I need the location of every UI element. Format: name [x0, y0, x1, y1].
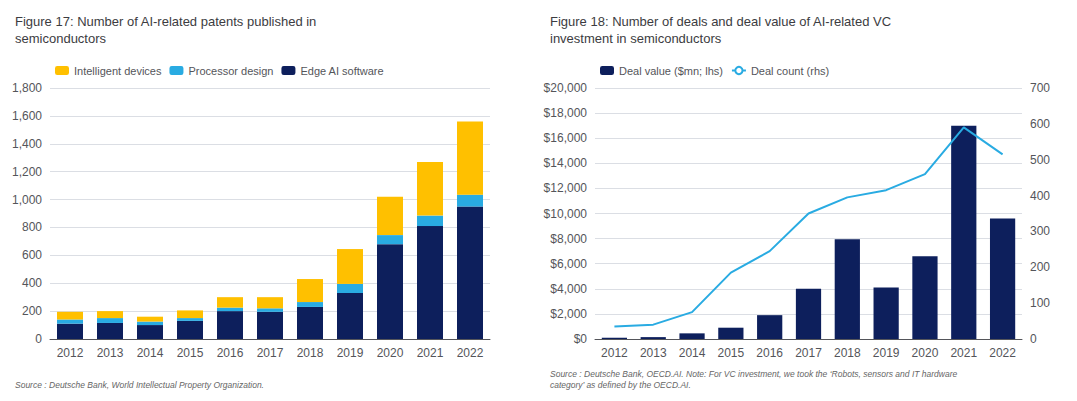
svg-text:2016: 2016 [756, 346, 783, 360]
svg-text:2017: 2017 [795, 346, 822, 360]
svg-text:Intelligent devices: Intelligent devices [74, 65, 162, 77]
svg-text:600: 600 [22, 248, 42, 262]
svg-text:investment in semiconductors: investment in semiconductors [550, 31, 722, 46]
svg-text:1,600: 1,600 [12, 109, 42, 123]
svg-text:2015: 2015 [177, 346, 204, 360]
svg-text:$18,000: $18,000 [544, 106, 588, 120]
svg-text:1,200: 1,200 [12, 165, 42, 179]
svg-text:2021: 2021 [950, 346, 977, 360]
svg-text:700: 700 [1030, 81, 1050, 95]
svg-text:category’ as defined by the OE: category’ as defined by the OECD.AI. [550, 380, 691, 390]
svg-text:2012: 2012 [601, 346, 628, 360]
svg-text:100: 100 [1030, 296, 1050, 310]
svg-text:2017: 2017 [257, 346, 284, 360]
svg-text:2013: 2013 [640, 346, 667, 360]
svg-text:$14,000: $14,000 [544, 156, 588, 170]
svg-text:2019: 2019 [337, 346, 364, 360]
svg-text:2019: 2019 [873, 346, 900, 360]
svg-text:2018: 2018 [297, 346, 324, 360]
svg-text:$8,000: $8,000 [550, 232, 587, 246]
svg-text:$12,000: $12,000 [544, 181, 588, 195]
svg-text:1,000: 1,000 [12, 193, 42, 207]
svg-text:2013: 2013 [97, 346, 124, 360]
svg-text:$6,000: $6,000 [550, 257, 587, 271]
svg-text:2020: 2020 [377, 346, 404, 360]
svg-text:$0: $0 [574, 332, 588, 346]
svg-text:400: 400 [22, 276, 42, 290]
svg-text:2021: 2021 [417, 346, 444, 360]
svg-text:Edge AI software: Edge AI software [300, 65, 383, 77]
svg-text:$20,000: $20,000 [544, 81, 588, 95]
svg-text:2012: 2012 [57, 346, 84, 360]
svg-text:2015: 2015 [718, 346, 745, 360]
svg-text:0: 0 [1030, 332, 1037, 346]
svg-text:0: 0 [35, 332, 42, 346]
svg-text:Deal value ($mn; lhs): Deal value ($mn; lhs) [619, 65, 723, 77]
svg-text:Processor design: Processor design [188, 65, 273, 77]
svg-text:Deal count (rhs): Deal count (rhs) [751, 65, 829, 77]
svg-text:semiconductors: semiconductors [15, 31, 107, 46]
svg-text:2018: 2018 [834, 346, 861, 360]
svg-text:500: 500 [1030, 153, 1050, 167]
svg-text:$2,000: $2,000 [550, 307, 587, 321]
svg-text:2022: 2022 [989, 346, 1016, 360]
svg-text:300: 300 [1030, 224, 1050, 238]
svg-text:2020: 2020 [912, 346, 939, 360]
svg-text:2022: 2022 [457, 346, 484, 360]
svg-text:Source : Deutsche Bank, World: Source : Deutsche Bank, World Intellectu… [15, 380, 264, 390]
svg-text:Figure 17: Number of AI-relate: Figure 17: Number of AI-related patents … [15, 14, 316, 29]
svg-text:600: 600 [1030, 117, 1050, 131]
svg-text:200: 200 [1030, 260, 1050, 274]
svg-text:1,800: 1,800 [12, 81, 42, 95]
svg-text:200: 200 [22, 304, 42, 318]
svg-text:400: 400 [1030, 189, 1050, 203]
svg-text:800: 800 [22, 220, 42, 234]
svg-text:1,400: 1,400 [12, 137, 42, 151]
svg-text:$10,000: $10,000 [544, 207, 588, 221]
svg-text:Source : Deutsche Bank, OECD.A: Source : Deutsche Bank, OECD.AI. Note: F… [550, 369, 958, 379]
svg-text:$16,000: $16,000 [544, 131, 588, 145]
svg-text:2014: 2014 [679, 346, 706, 360]
svg-text:Figure 18: Number of deals and: Figure 18: Number of deals and deal valu… [550, 14, 891, 29]
svg-text:2016: 2016 [217, 346, 244, 360]
svg-text:$4,000: $4,000 [550, 282, 587, 296]
svg-text:2014: 2014 [137, 346, 164, 360]
